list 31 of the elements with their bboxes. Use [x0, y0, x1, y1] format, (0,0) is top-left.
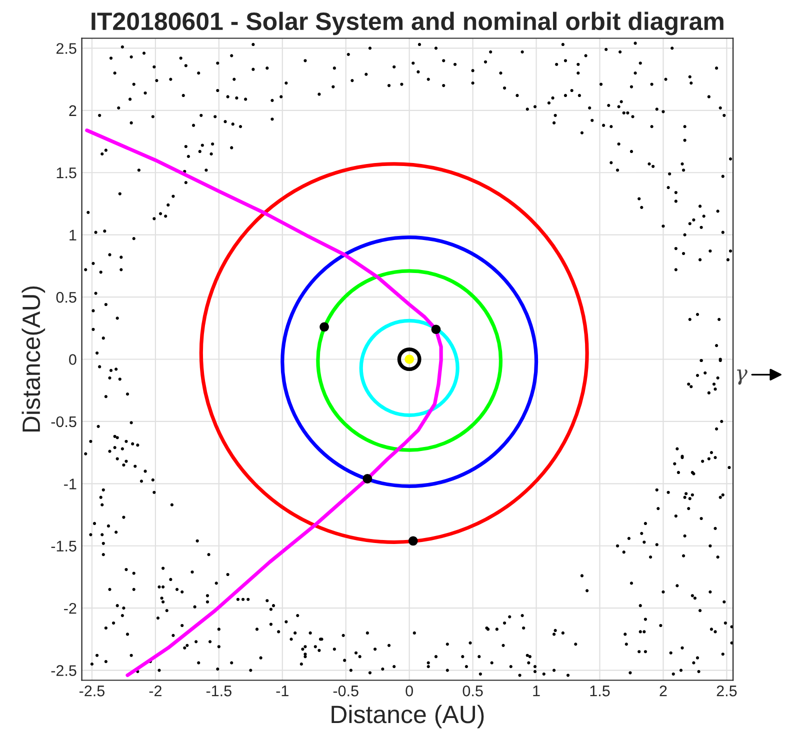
y-tick-label: 1	[70, 230, 76, 240]
x-tick-label: 1.5	[590, 686, 610, 696]
y-tick-label: 1.5	[56, 168, 76, 178]
y-tick-label: -2.5	[51, 665, 76, 676]
chart-title: IT20180601 - Solar System and nominal orbit diagram	[92, 12, 724, 36]
x-tick-label: 2	[660, 686, 667, 696]
x-tick-label: 0	[406, 686, 413, 696]
x-tick-label: -2	[149, 686, 162, 696]
x-tick-label: 1	[533, 686, 540, 696]
y-tick-label: 0.5	[56, 292, 76, 303]
point	[362, 474, 372, 484]
y-tick-label: 2	[69, 105, 76, 116]
line-series	[85, 128, 443, 678]
x-axis-title: Distance (AU)	[332, 704, 484, 728]
x-tick-label: -2.5	[79, 686, 104, 696]
y-tick-label: -0.5	[51, 416, 76, 428]
y-tick-label: 2.5	[56, 43, 76, 54]
point	[408, 536, 418, 546]
x-tick-label: -1	[276, 686, 288, 696]
y-axis-title: Distance(AU)	[22, 286, 46, 432]
x-tick-label: -1.5	[206, 686, 232, 696]
point	[431, 324, 441, 334]
y-tick-label: -2	[64, 602, 76, 614]
x-tick-label: 0.5	[462, 686, 483, 696]
y-tick-label: 0	[69, 354, 76, 365]
y-tick-label: -1.5	[51, 540, 76, 552]
x-tick-label: 2.5	[716, 686, 737, 696]
x-tick-label: -0.5	[333, 686, 358, 696]
point	[320, 322, 329, 332]
y-tick-label: -1	[64, 478, 76, 490]
text: γ	[737, 370, 748, 385]
